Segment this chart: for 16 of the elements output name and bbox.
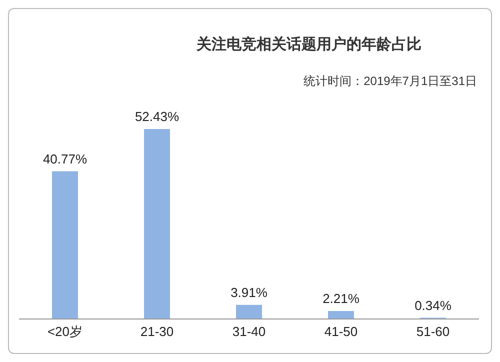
data-label: 0.34% [414,298,452,313]
bar [328,310,354,319]
x-tick-label: 21-30 [140,324,174,340]
x-tick-label: 51-60 [416,324,450,340]
x-tick-label: 31-40 [232,324,266,340]
x-tick-label: <20岁 [47,324,83,340]
x-tick-label: 41-50 [324,324,358,340]
data-label: 52.43% [134,109,180,124]
bar [236,304,262,319]
bar [144,129,170,319]
data-label: 2.21% [322,290,360,306]
data-label: 3.91% [230,284,268,300]
bar [52,171,78,319]
chart-subtitle: 统计时间：2019年7月1日至31日 [304,73,477,90]
data-label: 40.77% [42,151,88,166]
chart-title: 关注电竞相关话题用户的年龄占比 [195,35,422,54]
